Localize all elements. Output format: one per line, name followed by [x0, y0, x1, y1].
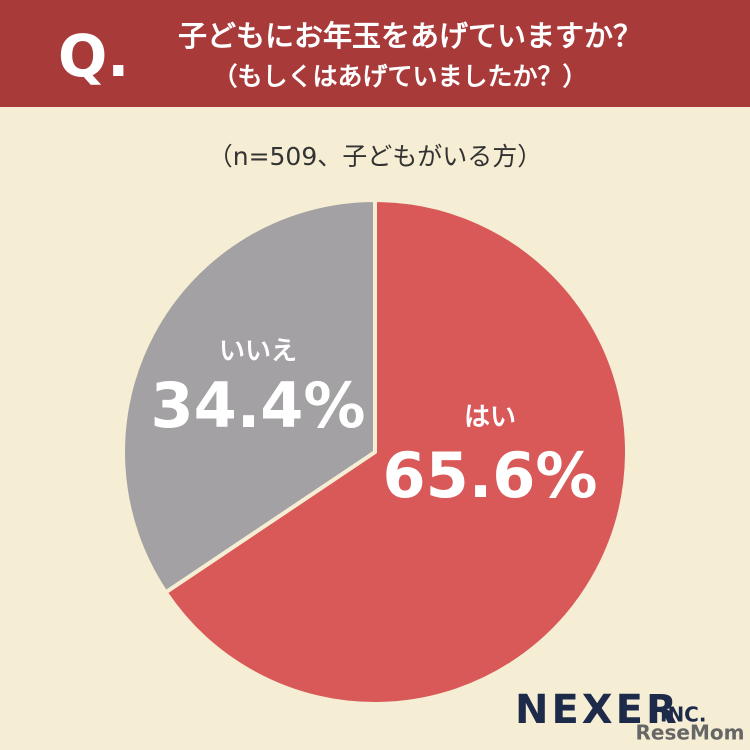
pie-slice — [121, 198, 377, 595]
pie-slice — [163, 198, 629, 706]
value-label: 34.4% — [150, 369, 365, 442]
header-band — [0, 0, 750, 107]
slice-label: いいえ — [219, 337, 297, 367]
slice-label: はい — [464, 403, 516, 433]
watermark: ReseMom — [636, 721, 745, 745]
value-label: 65.6% — [382, 439, 597, 512]
chart-title-line2: （もしくはあげていましたか？） — [212, 62, 587, 91]
chart-subtitle: （n=509、子どもがいる方） — [208, 142, 543, 171]
logo-suffix: INC. — [660, 703, 706, 727]
logo-name: NEXER — [515, 687, 680, 733]
question-mark: Q. — [58, 22, 129, 90]
chart-title: 子どもにお年玉をあげていますか？ — [178, 19, 642, 53]
